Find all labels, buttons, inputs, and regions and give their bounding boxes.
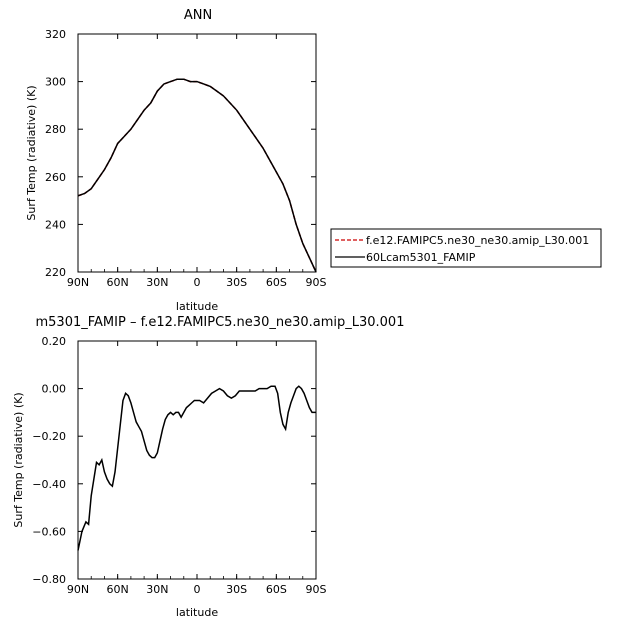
top-y-tick-label: 240 bbox=[45, 218, 66, 231]
bottom-data-lines bbox=[77, 385, 316, 551]
bottom-x-tick-label: 30N bbox=[146, 583, 168, 596]
top-x-tick-label: 0 bbox=[194, 276, 201, 289]
top-x-tick-label: 30N bbox=[146, 276, 168, 289]
bottom-y-axis-label: Surf Temp (radiative) (K) bbox=[12, 392, 25, 527]
top-y-tick-label: 300 bbox=[45, 76, 66, 89]
top-x-tick-label: 90S bbox=[306, 276, 327, 289]
top-x-tick-label: 90N bbox=[67, 276, 89, 289]
top-data-lines bbox=[77, 78, 317, 273]
legend-box bbox=[330, 228, 602, 268]
bottom-x-tick-label: 90N bbox=[67, 583, 89, 596]
top-x-tick-label: 60N bbox=[107, 276, 129, 289]
bottom-y-tick-label: 0.20 bbox=[42, 335, 67, 348]
top-x-tick-label: 60S bbox=[266, 276, 287, 289]
bottom-ticks: 90N 60N 30N 0 30S 60S 90S −0.80 −0.60 −0.40 −0.20 0… bbox=[32, 335, 326, 596]
legend: f.e12.FAMIPC5.ne30_ne30.amip_L30.001 60L… bbox=[330, 228, 602, 268]
top-ticks: 90N 60N 30N 0 30S 60S 90S 220 240 260 280 300 320 bbox=[45, 28, 327, 289]
bottom-x-tick-label: 60N bbox=[107, 583, 129, 596]
top-y-axis-label: Surf Temp (radiative) (K) bbox=[25, 85, 38, 220]
top-series-line-2 bbox=[77, 78, 317, 273]
bottom-x-tick-label: 60S bbox=[266, 583, 287, 596]
bottom-y-tick-label: −0.80 bbox=[32, 573, 66, 586]
bottom-y-tick-label: −0.20 bbox=[32, 430, 66, 443]
top-x-axis-label: latitude bbox=[176, 300, 218, 313]
bottom-x-tick-label: 30S bbox=[226, 583, 247, 596]
bottom-chart-title: m5301_FAMIP – f.e12.FAMIPC5.ne30_ne30.am… bbox=[36, 315, 405, 330]
top-y-tick-label: 320 bbox=[45, 28, 66, 41]
top-y-tick-label: 280 bbox=[45, 123, 66, 136]
legend-label-series-1: f.e12.FAMIPC5.ne30_ne30.amip_L30.001 bbox=[366, 234, 589, 247]
bottom-x-tick-label: 0 bbox=[194, 583, 201, 596]
legend-label-series-2: 60Lcam5301_FAMIP bbox=[366, 251, 476, 264]
bottom-series-line-1 bbox=[77, 385, 316, 551]
bottom-y-tick-label: 0.00 bbox=[42, 383, 67, 396]
top-x-tick-label: 30S bbox=[226, 276, 247, 289]
bottom-x-tick-label: 90S bbox=[306, 583, 327, 596]
bottom-y-tick-label: −0.40 bbox=[32, 478, 66, 491]
top-plot-frame bbox=[77, 33, 317, 273]
top-y-tick-label: 260 bbox=[45, 171, 66, 184]
bottom-panel: m5301_FAMIP – f.e12.FAMIPC5.ne30_ne30.am… bbox=[12, 315, 404, 619]
bottom-y-tick-label: −0.60 bbox=[32, 525, 66, 538]
top-chart-title: ANN bbox=[184, 8, 212, 23]
bottom-x-axis-label: latitude bbox=[176, 606, 218, 619]
top-series-line-1 bbox=[77, 78, 317, 273]
top-y-tick-label: 220 bbox=[45, 266, 66, 279]
bottom-plot-frame bbox=[77, 340, 317, 580]
top-panel: ANN Surf Temp (radiative) (K) latitude 9… bbox=[25, 8, 602, 313]
